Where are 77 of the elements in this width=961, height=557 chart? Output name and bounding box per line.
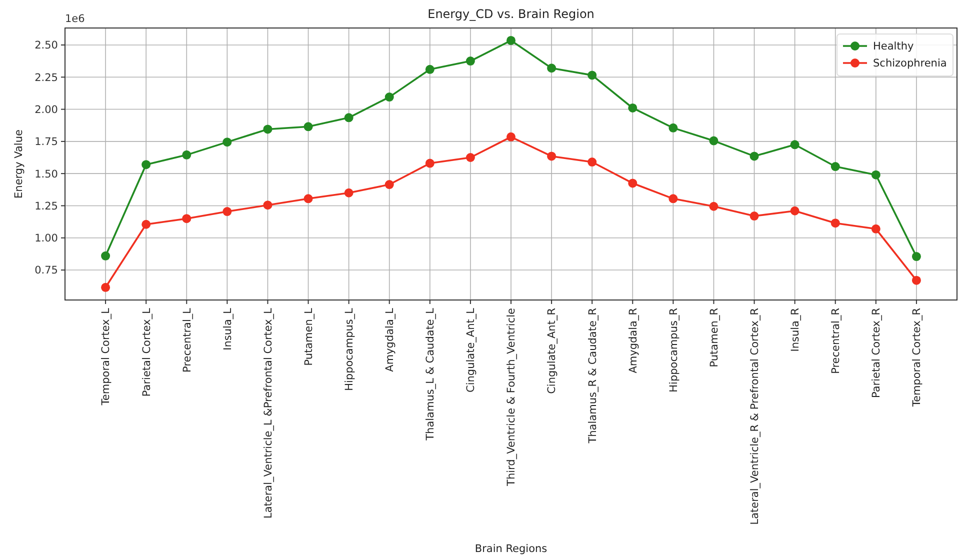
point <box>466 56 475 66</box>
point <box>750 212 759 221</box>
point <box>182 214 192 224</box>
x-axis-title: Brain Regions <box>474 543 548 555</box>
point <box>142 160 151 170</box>
point <box>101 282 110 292</box>
x-tick-label: Putamen_L <box>302 308 315 366</box>
point <box>830 218 840 228</box>
y-tick-label: 1.75 <box>34 136 58 148</box>
x-tick-label: Third_Ventricle & Fourth_Ventricle <box>506 308 518 487</box>
point <box>547 64 556 73</box>
point <box>101 251 110 260</box>
x-tick-label: Hippocampus_R <box>668 308 680 392</box>
point <box>222 207 232 216</box>
x-tick-label: Amygdala_L <box>384 308 396 372</box>
y-tick-label: 1.00 <box>34 232 58 245</box>
y-tick-label: 0.75 <box>34 264 58 277</box>
x-tick-label: Precentral_L <box>181 308 194 372</box>
x-tick-label: Insula_L <box>222 308 234 350</box>
point <box>506 132 516 142</box>
point <box>425 158 434 168</box>
point <box>263 200 272 210</box>
point <box>709 136 718 146</box>
point <box>668 123 678 132</box>
point <box>142 220 151 229</box>
x-tick-label: Amygdala_R <box>627 308 640 374</box>
point <box>222 138 232 147</box>
point <box>790 206 800 216</box>
x-tick-label: Thalamus_L & Caudate_L <box>424 308 437 442</box>
point <box>912 252 921 262</box>
x-tick-label: Cingulate_Ant_R <box>546 308 558 394</box>
x-tick-label: Parietal Cortex_R <box>870 308 883 398</box>
y-tick-label: 2.50 <box>34 40 58 52</box>
point <box>384 180 394 190</box>
x-tick-label: Insula_R <box>789 308 802 352</box>
point <box>344 113 354 122</box>
x-tick-label: Parietal Cortex_L <box>140 308 153 397</box>
point <box>344 188 354 198</box>
point <box>912 276 921 285</box>
point <box>547 152 556 161</box>
x-tick-label: Putamen_R <box>708 308 720 368</box>
point <box>628 103 638 112</box>
point <box>871 224 880 234</box>
x-tick-label: Cingulate_Ant_L <box>465 308 478 392</box>
x-tick-label: Thalamus_R & Caudate_R <box>586 308 599 444</box>
y-tick-label: 1.50 <box>34 168 58 180</box>
point <box>384 92 394 102</box>
point <box>790 140 800 150</box>
legend-label: Schizophrenia <box>873 58 947 70</box>
point <box>425 64 434 74</box>
point <box>709 202 718 211</box>
y-tick-label: 1.25 <box>34 200 58 212</box>
y-tick-label: 2.00 <box>34 104 58 116</box>
point <box>628 178 638 188</box>
x-tick-label: Lateral_Ventricle_R & Prefrontal Cortex_R <box>748 308 761 525</box>
point <box>588 158 597 167</box>
point <box>304 194 313 204</box>
point <box>466 153 475 162</box>
y-tick-label: 2.25 <box>34 72 58 84</box>
legend-label: Healthy <box>873 40 914 53</box>
point <box>506 36 516 45</box>
point <box>871 170 880 180</box>
y-axis-title: Energy Value <box>13 130 25 198</box>
x-tick-label: Lateral_Ventricle_L &Prefrontal Cortex_L <box>262 308 274 519</box>
point <box>750 152 759 161</box>
point <box>263 124 272 134</box>
text: 1e6 <box>65 13 86 25</box>
point <box>588 70 597 80</box>
x-tick-label: Hippocampus_L <box>343 308 356 391</box>
x-tick-label: Precentral_R <box>830 308 842 374</box>
x-tick-label: Temporal Cortex_R <box>911 308 924 408</box>
x-tick-label: Temporal Cortex_L <box>100 308 112 406</box>
point <box>304 122 313 132</box>
chart-title: Energy_CD vs. Brain Region <box>428 7 594 21</box>
point <box>830 162 840 172</box>
point <box>668 194 678 204</box>
point <box>182 150 192 160</box>
